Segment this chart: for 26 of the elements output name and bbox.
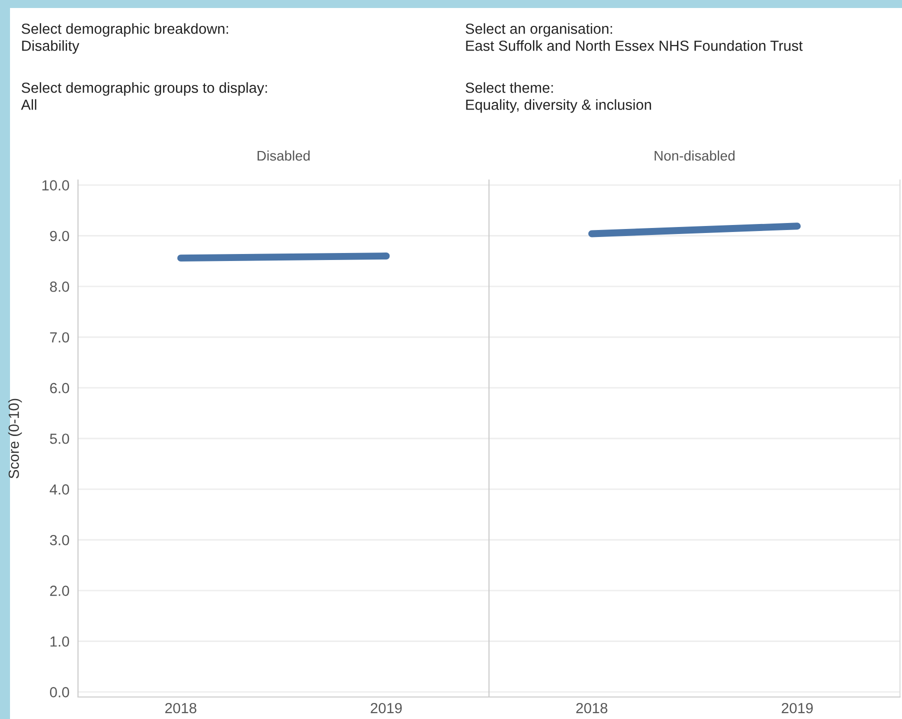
x-tick-label: 2018 <box>576 702 608 714</box>
x-tick-label: 2018 <box>165 702 196 714</box>
text: Select demographic breakdown: <box>22 23 228 37</box>
text: All <box>21 99 36 110</box>
chart-title: Disabled <box>258 150 310 161</box>
text: Select theme: <box>466 82 553 93</box>
x-tick-label: 2019 <box>370 702 402 714</box>
y-tick-label: 8.0 <box>50 282 70 292</box>
y-tick-label: 10.0 <box>42 180 70 190</box>
text: Select demographic groups to display: <box>22 82 267 96</box>
text: Disability <box>22 40 80 54</box>
y-tick-label: 9.0 <box>50 230 70 242</box>
y-tick-label: 0.0 <box>50 687 70 698</box>
y-tick-label: 4.0 <box>50 484 70 495</box>
y-tick-label: 3.0 <box>50 534 70 546</box>
y-axis-title: Score (0-10) <box>8 398 22 478</box>
text: Select an organisation: <box>466 23 612 37</box>
y-tick-label: 7.0 <box>50 332 70 343</box>
text: East Suffolk and North Essex NHS Foundation Trust <box>466 40 803 51</box>
y-tick-label: 5.0 <box>50 434 70 444</box>
y-tick-label: 2.0 <box>50 586 70 596</box>
x-tick-label: 2019 <box>782 702 813 714</box>
y-tick-label: 6.0 <box>50 382 70 394</box>
y-tick-label: 1.0 <box>50 636 70 647</box>
text: Equality, diversity & inclusion <box>466 99 652 113</box>
chart-title: Non-disabled <box>654 150 735 161</box>
